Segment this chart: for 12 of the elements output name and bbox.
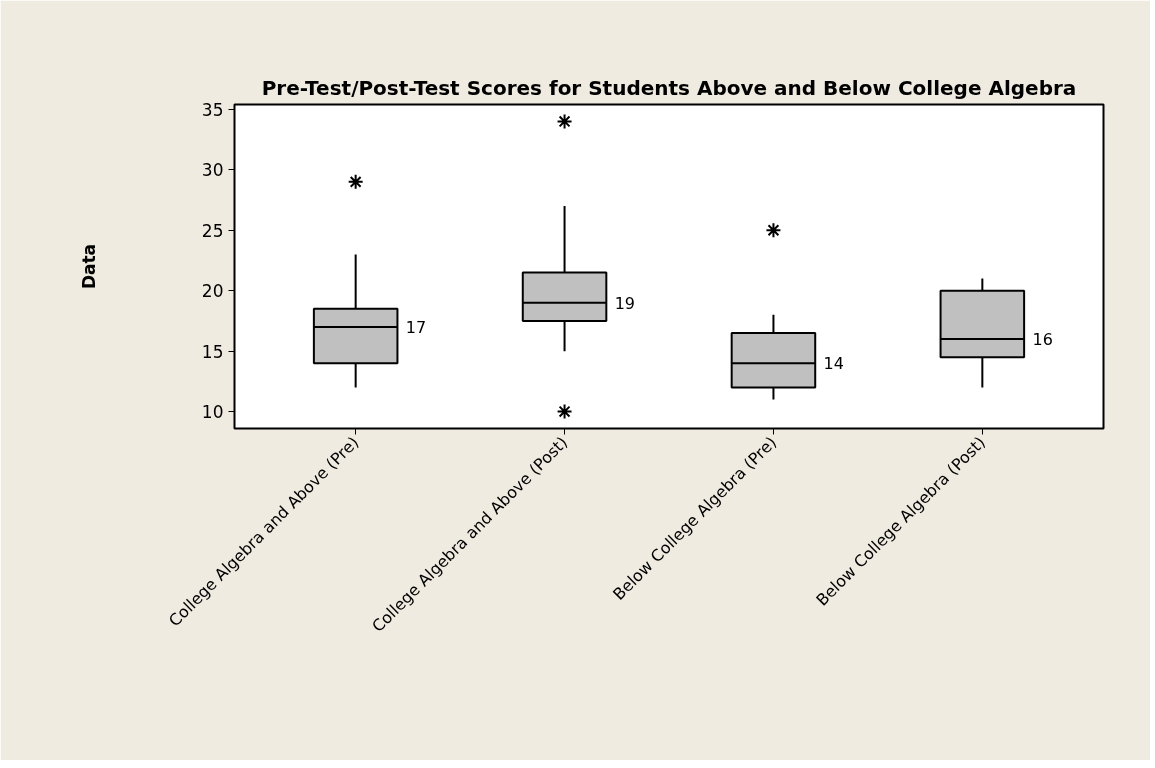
annotation: 16 — [1032, 330, 1053, 350]
chart-title: Pre-Test/Post-Test Scores for Students Above and Below College Algebra — [261, 75, 1077, 100]
y-tick-label: 10 — [201, 402, 224, 423]
annotation: 17 — [405, 317, 427, 337]
y-axis-title: Data — [78, 243, 99, 290]
y-tick-label: 25 — [201, 220, 224, 241]
y-tick-label: 35 — [201, 99, 224, 120]
y-tick-label: 30 — [201, 160, 224, 181]
y-tick-label: 20 — [201, 281, 224, 302]
annotation: 19 — [614, 293, 636, 313]
y-tick-label: 15 — [201, 341, 224, 362]
annotation: 14 — [823, 354, 844, 374]
